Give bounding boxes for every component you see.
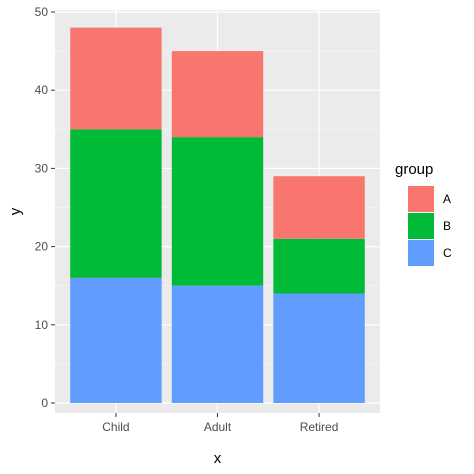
y-axis: 0 10 20 30 40 50 [35,5,55,410]
bars [70,27,365,403]
y-tick-label: 50 [35,5,49,19]
legend-key-b [408,213,434,239]
legend: group ABC [395,161,452,266]
bar-adult-c [171,285,264,403]
bar-adult-b [171,137,264,286]
legend-label-a: A [443,192,451,206]
y-tick-label: 20 [35,240,49,254]
y-axis-title: y [7,207,24,215]
legend-key-c [408,240,434,266]
y-tick-label: 40 [35,83,49,97]
bar-retired-c [273,293,365,403]
y-tick-label: 30 [35,161,49,175]
legend-key-a [408,186,434,212]
bar-retired-a [273,176,365,239]
bar-child-b [70,129,162,278]
x-tick-label: Child [102,420,129,434]
legend-title: group [395,161,433,178]
legend-label-b: B [443,219,451,233]
bar-child-a [70,27,162,130]
x-tick-label: Adult [204,420,232,434]
y-tick-label: 10 [35,318,49,332]
bar-child-c [70,277,162,403]
legend-label-c: C [443,246,452,260]
x-axis: Child Adult Retired [102,413,338,434]
legend-entries: ABC [408,186,452,266]
bar-retired-b [273,238,365,294]
bar-adult-a [171,51,264,138]
x-tick-label: Retired [300,420,339,434]
x-axis-title: x [214,450,222,467]
y-tick-label: 0 [41,396,48,410]
